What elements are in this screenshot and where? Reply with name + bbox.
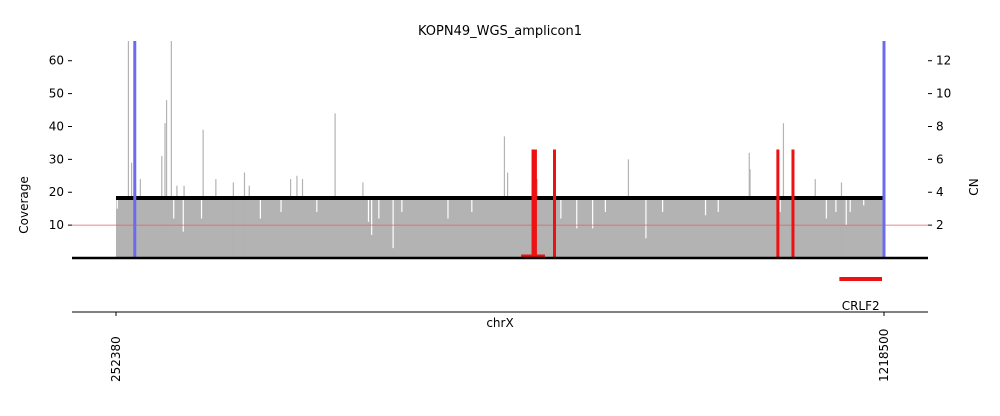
y-axis-left: 10 20 30 40 50 60: [49, 54, 72, 232]
coverage-spike-bar: [296, 175, 298, 258]
coverage-spike-bar: [248, 185, 250, 258]
coverage-dip-bar: [401, 196, 403, 212]
coverage-spike-bar: [334, 113, 336, 258]
coverage-dip-bar: [378, 196, 380, 219]
coverage-spike-bar: [215, 179, 217, 258]
coverage-dip-bar: [471, 196, 473, 212]
coverage-dip-bar: [717, 196, 719, 212]
y-tick-label-right: 4: [936, 185, 944, 199]
x-tick-label: 1218500: [877, 329, 891, 382]
coverage-spike-bar: [748, 152, 750, 258]
coverage-dip-bar: [863, 196, 865, 206]
y-tick-label-left: 20: [49, 185, 64, 199]
coverage-dip-bar: [280, 196, 282, 212]
coverage-dip-bar: [845, 196, 847, 226]
x-axis-ticks: 252380 1218500: [109, 312, 891, 382]
coverage-spike-bar: [161, 156, 163, 258]
y-axis-label-right: CN: [967, 178, 981, 195]
coverage-spike-bar: [782, 123, 785, 259]
chart-title: KOPN49_WGS_amplicon1: [418, 24, 582, 39]
coverage-spike-bar: [164, 123, 166, 259]
y-tick-label-left: 30: [49, 152, 64, 166]
gene-label: CRLF2: [842, 299, 880, 313]
coverage-dip-bar: [116, 196, 118, 209]
y-tick-label-right: 12: [936, 54, 951, 68]
coverage-dip-bar: [779, 196, 781, 212]
y-axis-right: 2 4 6 8 10 12: [928, 54, 951, 232]
y-axis-label-left: Coverage: [17, 176, 31, 234]
x-tick-label: 252380: [109, 336, 123, 382]
coverage-dip-bar: [835, 196, 837, 212]
coverage-dip-bar: [200, 196, 203, 219]
coverage-spike-bar: [627, 159, 630, 258]
y-tick-label-right: 8: [936, 119, 944, 133]
x-axis-label: chrX: [486, 316, 513, 330]
coverage-dip-bar: [447, 196, 449, 219]
coverage-spike-bar: [202, 129, 204, 258]
y-tick-label-left: 40: [49, 119, 64, 133]
coverage-spike-bar: [301, 179, 304, 258]
coverage-spike-bar: [536, 179, 538, 258]
coverage-dip-bar: [259, 196, 261, 219]
coverage-spike-bar: [165, 100, 168, 258]
coverage-dip-bar: [849, 196, 851, 212]
y-tick-label-left: 50: [49, 87, 64, 101]
coverage-dip-bar: [316, 196, 318, 212]
coverage-dip-bar: [825, 196, 827, 219]
y-tick-label-left: 10: [49, 218, 64, 232]
coverage-spike-bar: [130, 162, 133, 258]
coverage-spike-bar: [176, 185, 178, 258]
coverage-dip-bar: [662, 196, 664, 212]
y-tick-label-right: 2: [936, 218, 944, 232]
coverage-dip-bar: [576, 196, 578, 229]
coverage-spike-bar: [243, 172, 246, 258]
coverage-spike-bar: [183, 185, 185, 258]
coverage-dip-bar: [704, 196, 707, 216]
coverage-spike-bar: [289, 179, 292, 258]
coverage-dip-bar: [645, 196, 647, 239]
coverage-spike-bar: [232, 182, 234, 258]
coverage-baseline-bar: [116, 197, 884, 258]
coverage-dip-bar: [173, 196, 175, 219]
coverage-spike-bar: [139, 179, 141, 258]
coverage-dip-bar: [604, 196, 606, 212]
coverage-dip-bar: [182, 196, 184, 232]
coverage-spike-bar: [506, 172, 509, 258]
coverage-dip-bar: [367, 196, 370, 222]
coverage-spike-bar: [170, 41, 172, 258]
coverage-spike-bar: [840, 182, 843, 258]
coverage-spike-bar: [814, 179, 816, 258]
breakpoints: [133, 41, 886, 258]
coverage-spike-bar: [749, 169, 751, 258]
coverage-spike-bar: [362, 182, 364, 258]
y-tick-label-right: 10: [936, 87, 951, 101]
coverage-dip-bar: [560, 196, 562, 219]
coverage-dip-bar: [392, 196, 394, 249]
coverage-spike-bar: [127, 41, 130, 258]
coverage-bars: [116, 41, 884, 259]
y-tick-label-right: 6: [936, 152, 944, 166]
y-tick-label-left: 60: [49, 54, 64, 68]
coverage-dip-bar: [371, 196, 373, 235]
coverage-dip-bar: [592, 196, 594, 229]
gene-track: CRLF2: [839, 277, 883, 313]
